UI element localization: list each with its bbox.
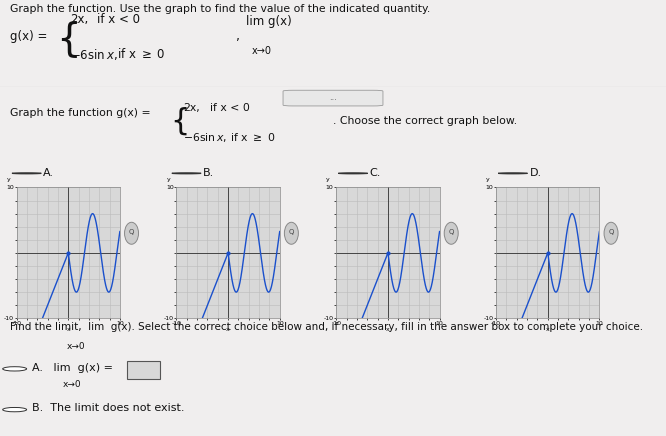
X-axis label: x: x	[226, 327, 230, 332]
Text: g(x) =: g(x) =	[10, 30, 47, 43]
Circle shape	[604, 222, 618, 244]
Circle shape	[125, 222, 139, 244]
Text: Find the limit,  lim  g(x). Select the correct choice below and, if necessary, f: Find the limit, lim g(x). Select the cor…	[10, 322, 643, 332]
FancyBboxPatch shape	[127, 361, 160, 379]
Text: Graph the function. Use the graph to find the value of the indicated quantity.: Graph the function. Use the graph to fin…	[10, 4, 430, 14]
Circle shape	[3, 408, 27, 412]
Circle shape	[338, 173, 368, 174]
Text: ,: ,	[236, 30, 240, 43]
Text: 2x,: 2x,	[70, 13, 88, 26]
Text: D.: D.	[529, 168, 541, 178]
X-axis label: x: x	[546, 327, 549, 332]
Text: B.: B.	[203, 168, 214, 178]
Y-axis label: y: y	[166, 177, 170, 182]
Text: B.  The limit does not exist.: B. The limit does not exist.	[32, 403, 184, 413]
Circle shape	[172, 173, 201, 174]
Text: x→0: x→0	[67, 343, 85, 351]
Text: C.: C.	[370, 168, 381, 178]
Text: {: {	[57, 20, 81, 58]
Text: lim g(x): lim g(x)	[246, 15, 292, 28]
Text: if x $\geq$ 0: if x $\geq$ 0	[230, 131, 275, 143]
X-axis label: x: x	[67, 327, 70, 332]
Text: A.: A.	[43, 168, 55, 178]
Text: A.   lim  g(x) =: A. lim g(x) =	[32, 363, 113, 373]
Text: Q: Q	[129, 229, 135, 235]
Text: . Choose the correct graph below.: . Choose the correct graph below.	[333, 116, 517, 126]
Circle shape	[444, 222, 458, 244]
Text: x→0: x→0	[63, 380, 81, 389]
FancyBboxPatch shape	[283, 90, 383, 106]
Text: $-6\sin x,$: $-6\sin x,$	[183, 130, 227, 143]
Y-axis label: y: y	[326, 177, 330, 182]
Text: 2x,: 2x,	[183, 102, 200, 112]
Text: {: {	[170, 107, 189, 136]
Text: x→0: x→0	[252, 46, 272, 55]
Text: if x < 0: if x < 0	[97, 13, 140, 26]
Y-axis label: y: y	[486, 177, 490, 182]
Circle shape	[3, 367, 27, 371]
Circle shape	[12, 173, 41, 174]
Text: Q: Q	[448, 229, 454, 235]
Circle shape	[284, 222, 298, 244]
Y-axis label: y: y	[7, 177, 10, 182]
Text: if x $\geq$ 0: if x $\geq$ 0	[117, 47, 165, 61]
Text: $-6\sin x,$: $-6\sin x,$	[70, 47, 118, 61]
Text: Graph the function g(x) =: Graph the function g(x) =	[10, 109, 154, 119]
Text: Q: Q	[608, 229, 614, 235]
Circle shape	[498, 173, 527, 174]
X-axis label: x: x	[386, 327, 390, 332]
Text: ...: ...	[329, 93, 337, 102]
Text: if x < 0: if x < 0	[210, 102, 250, 112]
Text: Q: Q	[288, 229, 294, 235]
